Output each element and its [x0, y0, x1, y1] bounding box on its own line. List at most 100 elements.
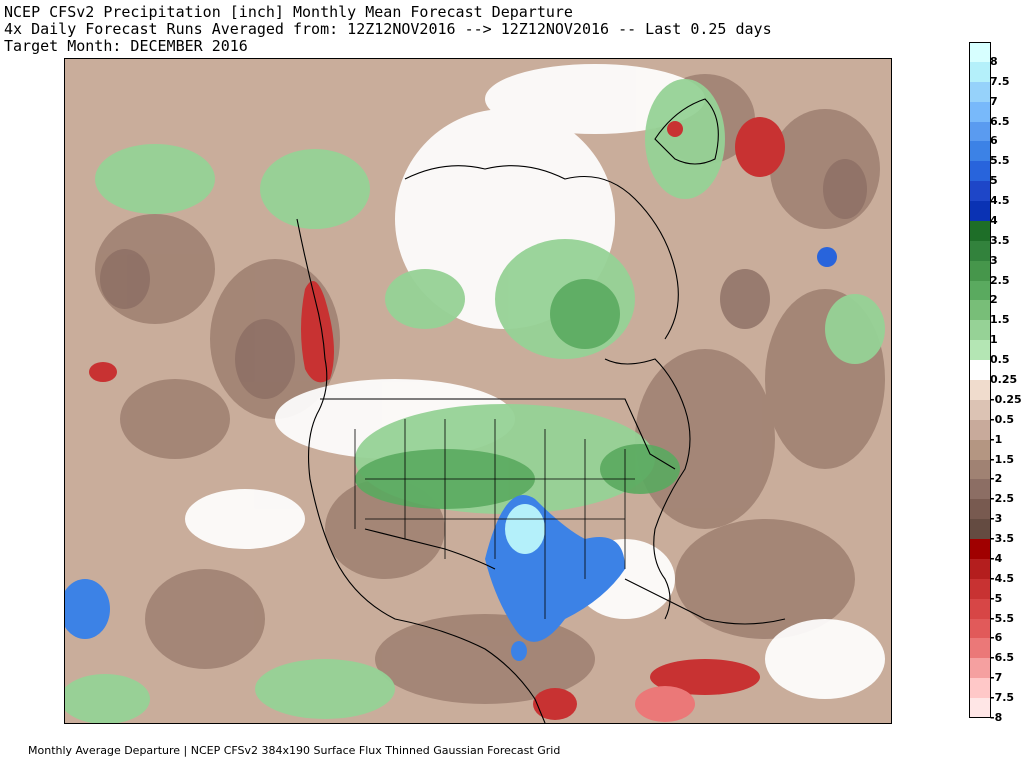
color-scale-label: 6.5 [990, 114, 1010, 128]
strong-dry-regions [89, 117, 785, 722]
color-scale-label: 8 [990, 54, 998, 68]
darker-dry-iceland [823, 159, 867, 219]
color-swatch [969, 598, 991, 620]
color-swatch [969, 519, 991, 540]
wet-mid-regions [355, 279, 680, 509]
neutral-region-atlantic-south [765, 619, 885, 699]
color-scale-label: 4.5 [990, 194, 1010, 208]
color-scale-label: 1 [990, 333, 998, 347]
map-title-line-3: Target Month: DECEMBER 2016 [4, 37, 248, 55]
strongest-wet-texas [505, 504, 545, 554]
color-swatch [969, 240, 991, 262]
darker-dry-regions [100, 159, 867, 399]
dry-region-greenland-east [770, 109, 880, 229]
strong-dry-central-america [635, 686, 695, 722]
color-scale-label: -0.5 [990, 412, 1015, 426]
color-swatch [969, 499, 991, 520]
wet-region-canada-west [385, 269, 465, 329]
color-scale-label: -6.5 [990, 651, 1015, 665]
color-scale-label: -2 [990, 472, 1003, 486]
strong-dry-caribbean [650, 659, 760, 695]
color-swatch [969, 360, 991, 381]
map-title-line-2: 4x Daily Forecast Runs Averaged from: 12… [4, 20, 772, 38]
strong-wet-atlantic-spot [817, 247, 837, 267]
color-swatch [969, 161, 991, 182]
us-canada-border [320, 398, 676, 470]
wet-mid-ontario [550, 279, 620, 349]
color-scale-label: -7 [990, 671, 1003, 685]
wet-mid-ohio-valley [600, 444, 680, 494]
map-title-line-1: NCEP CFSv2 Precipitation [inch] Monthly … [4, 3, 573, 21]
color-swatch [969, 578, 991, 600]
color-swatch [969, 300, 991, 321]
caribbean-islands [624, 578, 786, 625]
color-swatch [969, 558, 991, 580]
color-swatch [969, 459, 991, 480]
color-swatch [969, 181, 991, 202]
color-scale-label: -4.5 [990, 571, 1015, 585]
strong-wet-regions [65, 247, 837, 661]
color-swatch [969, 539, 991, 560]
darker-dry-labrador-sea [720, 269, 770, 329]
color-scale-label: -5 [990, 591, 1003, 605]
color-scale-label: -6 [990, 631, 1003, 645]
color-swatch [969, 121, 991, 142]
strong-dry-british-columbia [301, 281, 334, 383]
greenland-coast [654, 98, 719, 165]
color-swatch [969, 260, 991, 282]
color-swatch [969, 698, 991, 719]
color-scale-label: -3.5 [990, 532, 1015, 546]
color-swatch [969, 101, 991, 123]
color-scale-label: 2 [990, 293, 998, 307]
color-swatch [969, 439, 991, 461]
strong-wet-mexico-spot [511, 641, 527, 661]
color-scale-label: -7.5 [990, 691, 1015, 705]
darker-dry-west-pacific [100, 249, 150, 309]
color-scale-label: -0.25 [990, 392, 1022, 406]
color-scale-label: -4 [990, 551, 1003, 565]
dry-region-caribbean-north [675, 519, 855, 639]
color-scale-label: -8 [990, 711, 1003, 724]
dry-region-atlantic [635, 349, 775, 529]
color-swatch [969, 340, 991, 361]
color-scale-label: 7 [990, 94, 998, 108]
color-scale-label: 2.5 [990, 273, 1010, 287]
wet-region-atlantic-north [825, 294, 885, 364]
color-swatch [969, 42, 991, 63]
west-coastline [296, 218, 546, 723]
color-swatch [969, 61, 991, 83]
color-swatch [969, 479, 991, 500]
footer-caption: Monthly Average Departure | NCEP CFSv2 3… [28, 744, 561, 757]
color-scale-label: 0.5 [990, 353, 1010, 367]
color-swatch [969, 201, 991, 222]
strong-dry-pacific-spot [89, 362, 117, 382]
color-swatch [969, 399, 991, 421]
color-swatch [969, 380, 991, 401]
strong-wet-pacific-west [65, 579, 110, 639]
color-scale-label: 4 [990, 213, 998, 227]
color-scale-label: 5.5 [990, 154, 1010, 168]
color-swatch [969, 658, 991, 679]
arctic-coastline [404, 165, 679, 340]
east-coastline [604, 358, 691, 620]
color-scale-label: -1.5 [990, 452, 1015, 466]
color-scale-label: -3 [990, 512, 1003, 526]
wet-region-pacific-southwest [65, 674, 150, 723]
color-scale-label: 3 [990, 253, 998, 267]
wet-region-greenland-west [645, 79, 725, 199]
precipitation-anomaly-map [64, 58, 892, 724]
color-swatch [969, 220, 991, 242]
wet-region-alaska [260, 149, 370, 229]
color-swatch [969, 141, 991, 162]
color-scale-label: 1.5 [990, 313, 1010, 327]
color-scale-label: 7.5 [990, 74, 1010, 88]
state-borders-horizontal [365, 478, 635, 520]
strong-dry-greenland-spot [667, 121, 683, 137]
map-canvas [65, 59, 891, 723]
coastlines-and-borders [296, 98, 786, 723]
color-swatch [969, 678, 991, 699]
color-swatch [969, 320, 991, 341]
neutral-region-pacific [185, 489, 305, 549]
color-scale-bar [969, 42, 991, 719]
color-scale-label: -5.5 [990, 611, 1015, 625]
